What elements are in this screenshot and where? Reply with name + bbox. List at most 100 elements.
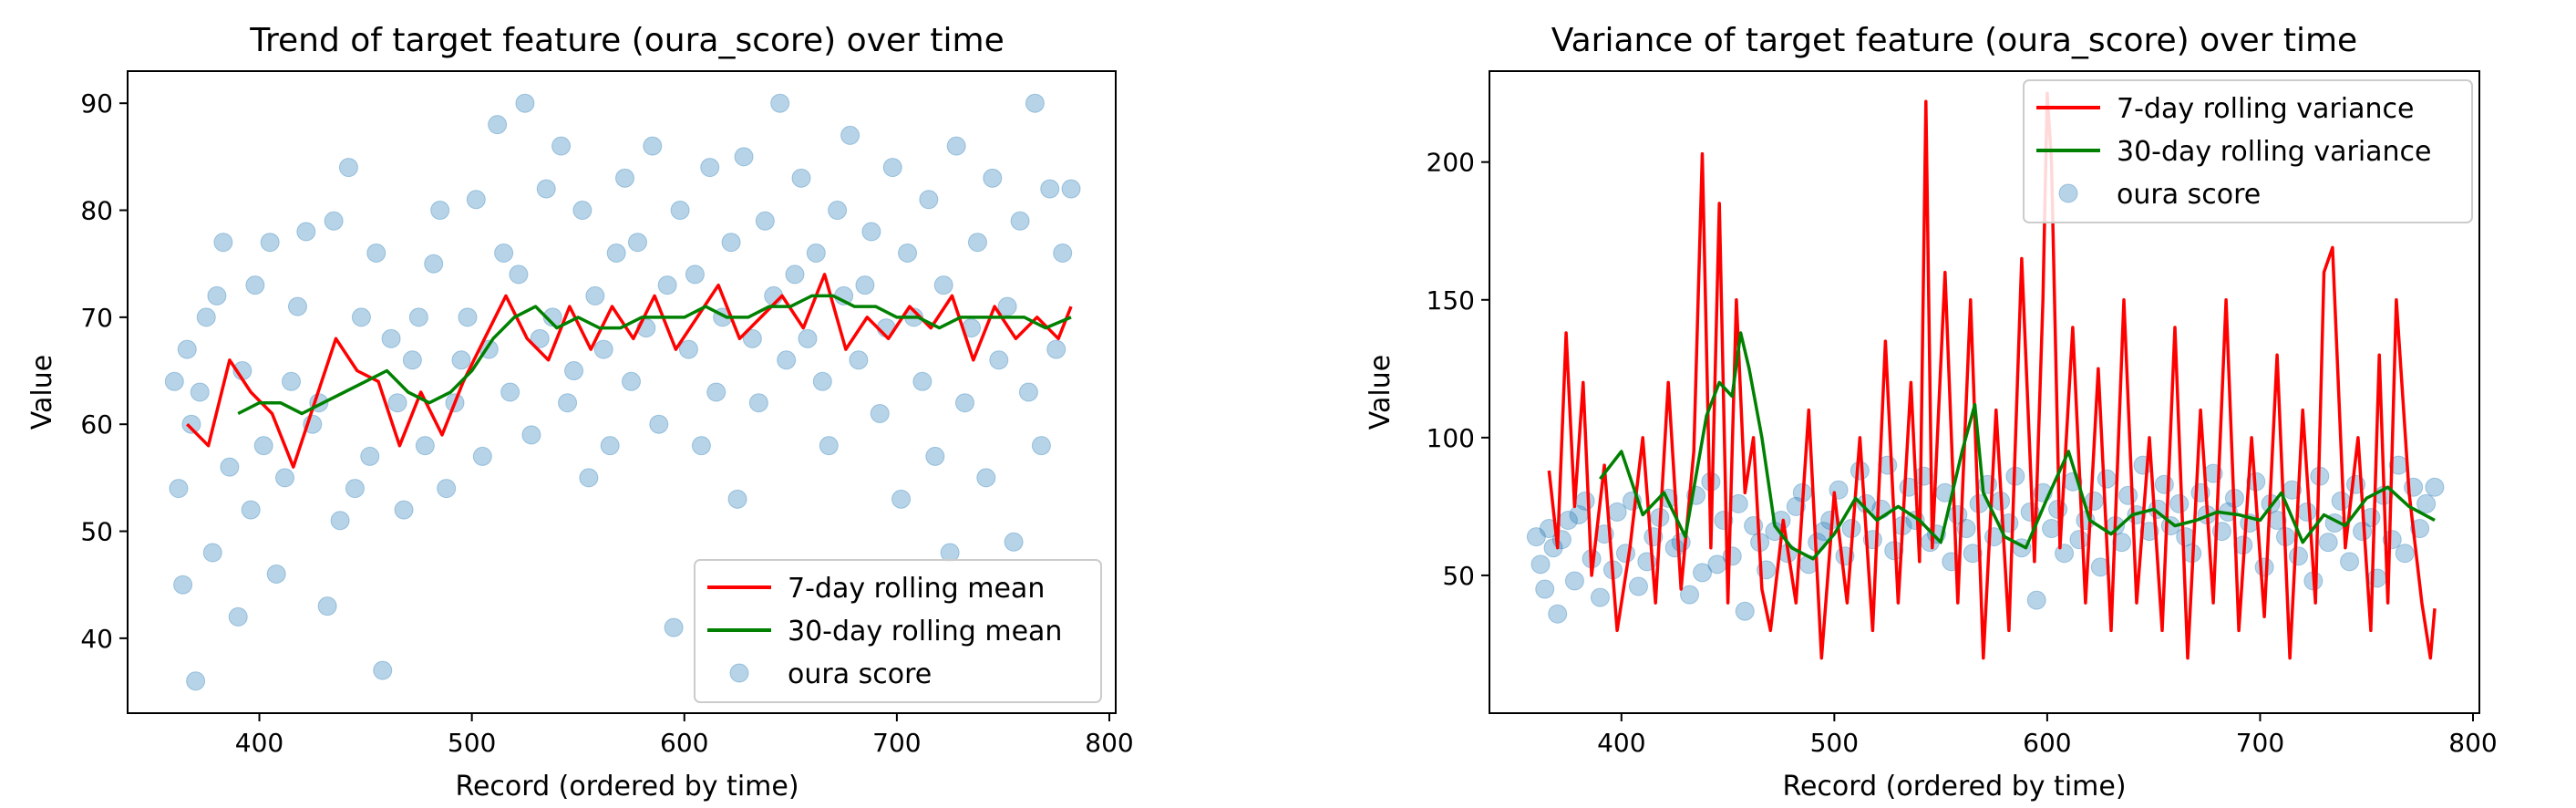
scatter-point [606, 243, 626, 263]
line-series-7-day [1547, 91, 2437, 660]
scatter-point [228, 606, 248, 627]
scatter-point [2112, 533, 2132, 553]
scatter-point [2297, 502, 2317, 522]
scatter-point [2425, 477, 2445, 497]
scatter-point [891, 489, 912, 509]
scatter-point [1031, 436, 1051, 456]
x-tick-label: 600 [660, 728, 708, 758]
scatter-point [989, 350, 1009, 370]
x-tick-label: 800 [2448, 728, 2497, 758]
legend-box [694, 559, 1102, 703]
scatter-point [785, 264, 805, 285]
scatter-point [1535, 579, 1555, 599]
scatter-point [579, 468, 599, 488]
legend-label: 30-day rolling mean [788, 616, 1062, 647]
scatter-point [402, 350, 422, 370]
scatter-point [898, 243, 918, 263]
legend-box [2023, 79, 2473, 223]
scatter-point [734, 147, 754, 167]
scatter-point [2069, 530, 2089, 550]
scatter-point [685, 264, 705, 285]
scatter-point [2154, 474, 2174, 494]
legend-label: oura score [2117, 179, 2261, 211]
scatter-point [2176, 527, 2196, 547]
scatter-point [338, 158, 358, 178]
scatter-point [2097, 469, 2117, 489]
scatter-point [1829, 480, 1849, 500]
scatter-point [828, 201, 848, 221]
scatter-point [976, 468, 996, 488]
x-tick-label: 800 [1085, 728, 1133, 758]
x-tick-label: 500 [1810, 728, 1859, 758]
scatter-point [408, 307, 428, 327]
scatter-point [415, 436, 435, 456]
scatter-point [2169, 493, 2190, 513]
scatter-point [173, 575, 193, 595]
scatter-point [770, 93, 790, 113]
scatter-point [521, 425, 541, 445]
scatter-point [777, 350, 797, 370]
chart-title: Variance of target feature (oura_score) … [1551, 22, 2357, 59]
y-tick-label: 40 [80, 624, 113, 654]
scatter-point [381, 328, 401, 348]
scatter-point [2318, 533, 2338, 553]
scatter-point [296, 222, 316, 242]
scatter-point [912, 371, 933, 391]
scatter-point [2416, 493, 2437, 513]
scatter-point [1018, 382, 1038, 402]
scatter-point [1615, 544, 1635, 564]
scatter-point [430, 201, 450, 221]
scatter-point [458, 307, 478, 327]
scatter-point [1735, 601, 1755, 621]
chart-title: Trend of target feature (oura_score) ove… [249, 22, 1004, 59]
scatter-point [614, 168, 634, 188]
y-tick-label: 60 [80, 409, 113, 440]
x-tick-label: 600 [2023, 728, 2071, 758]
scatter-point [706, 382, 726, 402]
scatter-point [275, 468, 295, 488]
legend: 7-day rolling mean 30-day rolling mean our… [694, 559, 1102, 703]
axes-frame [1489, 70, 2480, 714]
scatter-point [500, 382, 520, 402]
scatter-point [387, 393, 407, 413]
y-axis-label: Value [26, 355, 58, 430]
scatter-point [1575, 491, 1595, 511]
scatter-point [585, 285, 605, 306]
scatter-point [564, 361, 584, 381]
scatter-point [664, 617, 684, 637]
x-axis-label: Record (ordered by time) [1782, 771, 2126, 803]
scatter-point [967, 233, 987, 253]
scatter-point [691, 436, 711, 456]
scatter-point [1607, 502, 1627, 522]
scatter-point [494, 243, 514, 263]
scatter-point [1040, 179, 1060, 199]
x-tick-label: 400 [1597, 728, 1645, 758]
x-tick-label: 500 [448, 728, 496, 758]
scatter-point [1714, 510, 1734, 530]
scatter-point [1850, 461, 1870, 481]
variance-chart: Variance of target feature (oura_score) … [1365, 22, 2498, 803]
line-series-30-day [1599, 331, 2436, 561]
scatter-point [466, 190, 486, 210]
scatter-point [220, 457, 240, 477]
scatter-point [1628, 576, 1648, 596]
scatter-point [164, 371, 184, 391]
scatter-point [186, 671, 206, 691]
scatter-point [1061, 179, 1081, 199]
scatter-point [572, 201, 592, 221]
scatter-point [1004, 532, 1024, 552]
legend-dot-marker [2058, 183, 2078, 203]
scatter-point [360, 446, 380, 466]
scatter-point [196, 307, 216, 327]
scatter-point [558, 393, 578, 413]
scatter-point [919, 190, 939, 210]
scatter-point [2340, 552, 2360, 572]
scatter-point [2055, 544, 2075, 564]
scatter-point [1046, 339, 1066, 359]
scatter-point [806, 243, 826, 263]
scatter-point [2084, 491, 2104, 511]
y-tick-label: 70 [80, 303, 113, 333]
scatter-point [317, 596, 337, 616]
scatter-point [245, 275, 265, 295]
